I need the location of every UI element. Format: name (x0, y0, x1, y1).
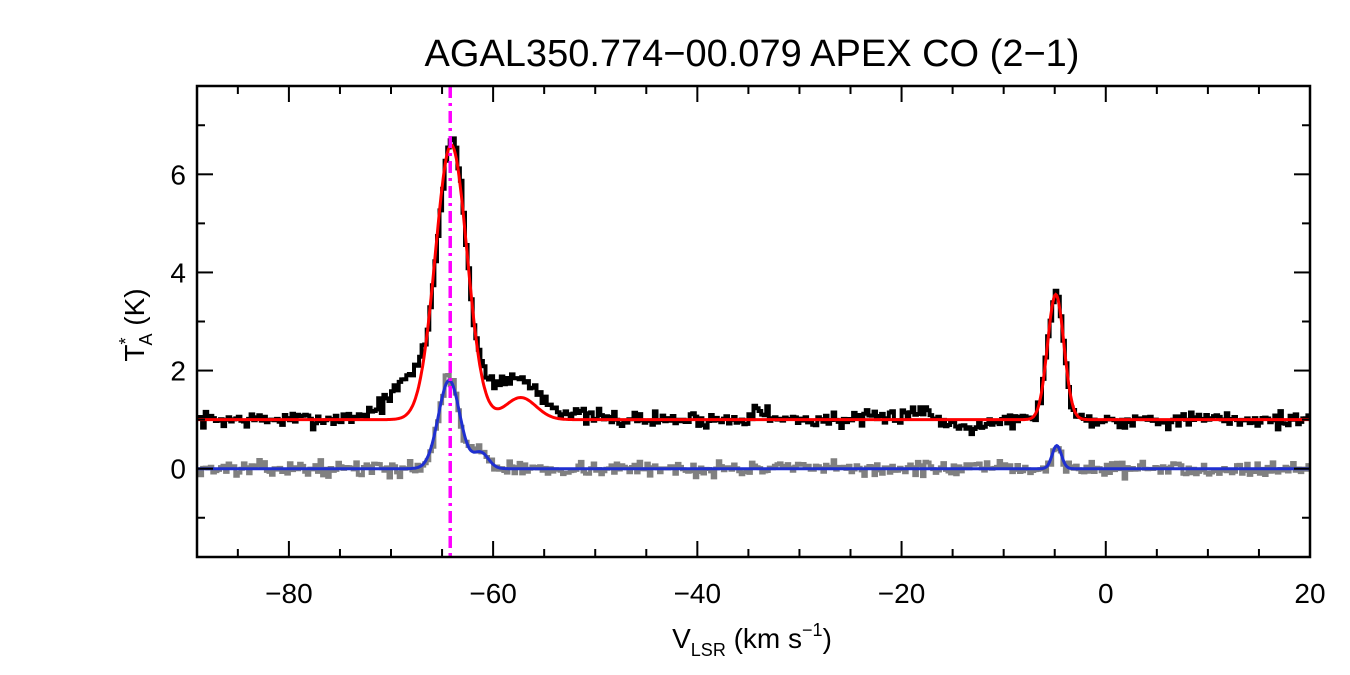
series-2-histogram (197, 373, 1310, 481)
x-axis-label-close: ) (823, 623, 832, 654)
series-0-histogram (197, 136, 1310, 437)
y-tick-label: 6 (170, 159, 186, 190)
x-axis-label-sub: LSR (691, 640, 726, 660)
y-tick-label: 2 (170, 356, 186, 387)
y-axis-label-main: T (119, 345, 150, 362)
x-axis-label-main: V (672, 623, 691, 654)
y-axis-label-sup: * (116, 338, 136, 345)
series-1-fit-line (197, 143, 1310, 422)
axis-tick-labels: −80 −60 −40 −20 0 20 0 2 4 6 (170, 159, 1325, 609)
plot-frame (195, 84, 1312, 559)
y-tick-label: 0 (170, 454, 186, 485)
x-tick-label: 20 (1294, 578, 1325, 609)
plot-series (197, 136, 1310, 481)
y-axis-label: T*A (K) (116, 288, 156, 361)
x-axis-label: VLSR (km s−1) (672, 620, 832, 660)
x-tick-label: 0 (1098, 578, 1114, 609)
y-axis-label-units: (K) (119, 288, 150, 333)
axis-ticks (197, 86, 1311, 557)
x-tick-label: −40 (674, 578, 722, 609)
x-axis-label-sup: −1 (802, 620, 823, 640)
y-tick-label: 4 (170, 257, 186, 288)
x-tick-label: −80 (265, 578, 313, 609)
x-axis-label-units: (km s (726, 623, 802, 654)
y-axis-label-sub: A (136, 333, 156, 345)
chart-title: AGAL350.774−00.079 APEX CO (2−1) (425, 33, 1080, 75)
x-tick-label: −20 (878, 578, 926, 609)
series-3-fit-line (197, 378, 1310, 471)
x-tick-label: −60 (469, 578, 517, 609)
